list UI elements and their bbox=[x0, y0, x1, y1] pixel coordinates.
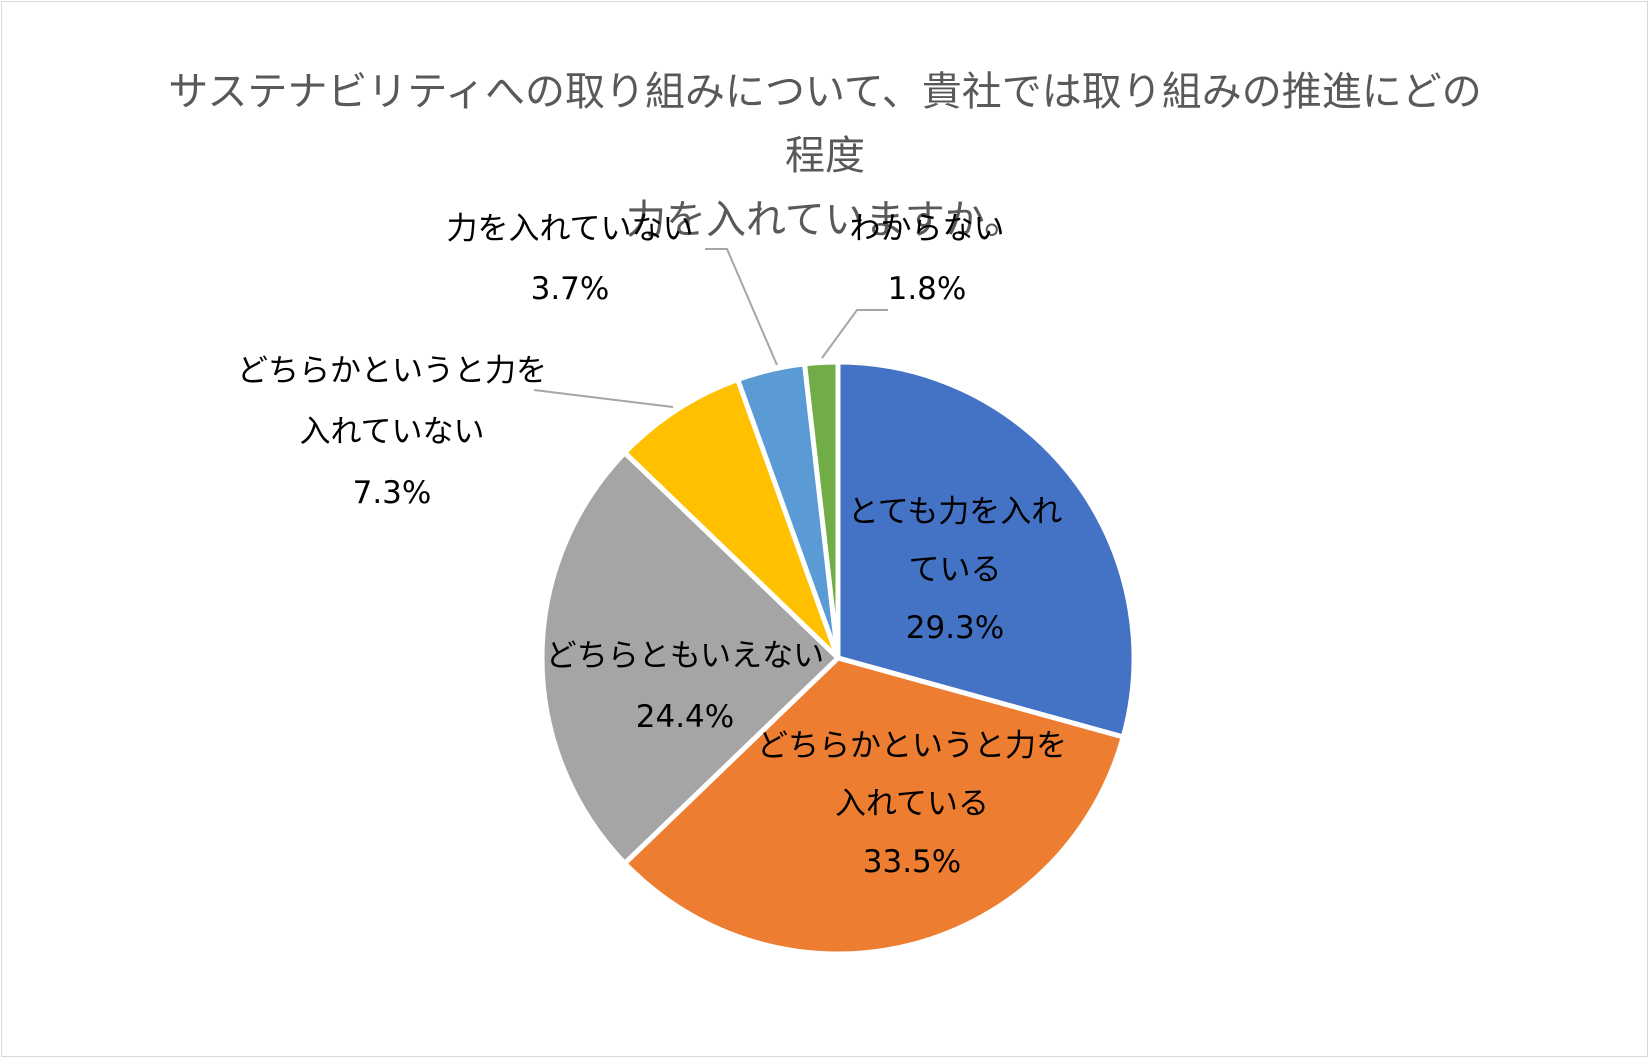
pie-slice-somewhat-not bbox=[622, 377, 841, 661]
data-label-value-neutral: 24.4% bbox=[636, 699, 734, 735]
data-label-value-somewhat: 33.5% bbox=[863, 844, 961, 880]
pie-slice-very-much bbox=[835, 359, 1137, 740]
data-label-category-neutral: どちらともいえない bbox=[546, 638, 824, 674]
data-label-category-somewhat-not: 入れていない bbox=[299, 414, 484, 450]
pie-slices bbox=[539, 359, 1137, 957]
data-label-category-very-much: ている bbox=[909, 552, 1002, 588]
data-label-category-somewhat: どちらかというと力を bbox=[757, 728, 1067, 764]
data-label-category-somewhat: 入れている bbox=[835, 786, 989, 822]
data-label-value-unknown: 1.8% bbox=[888, 271, 967, 307]
data-label-category-not: 力を入れていない bbox=[446, 211, 693, 247]
pie-slice-somewhat bbox=[622, 655, 1126, 957]
leader-lines bbox=[533, 248, 888, 408]
chart-title: サステナビリティへの取り組みについて、貴社では取り組みの推進にどの程度 力を入れ… bbox=[168, 69, 1482, 243]
data-label-category-somewhat-not: どちらかというと力を bbox=[237, 353, 547, 389]
data-label-category-very-much: とても力を入れ bbox=[848, 494, 1063, 530]
data-labels: とても力を入れている29.3%どちらかというと力を入れている33.5%どちらとも… bbox=[237, 211, 1067, 880]
data-label-value-very-much: 29.3% bbox=[906, 610, 1004, 646]
data-label-value-somewhat-not: 7.3% bbox=[353, 475, 432, 511]
leader-line-not bbox=[705, 248, 778, 366]
data-label-category-unknown: わからない bbox=[850, 211, 1005, 247]
leader-line-somewhat-not bbox=[533, 389, 674, 408]
pie-slice-unknown bbox=[802, 359, 841, 661]
pie-slice-neutral bbox=[539, 450, 841, 866]
data-label-value-not: 3.7% bbox=[531, 271, 610, 307]
leader-line-unknown bbox=[821, 309, 888, 359]
